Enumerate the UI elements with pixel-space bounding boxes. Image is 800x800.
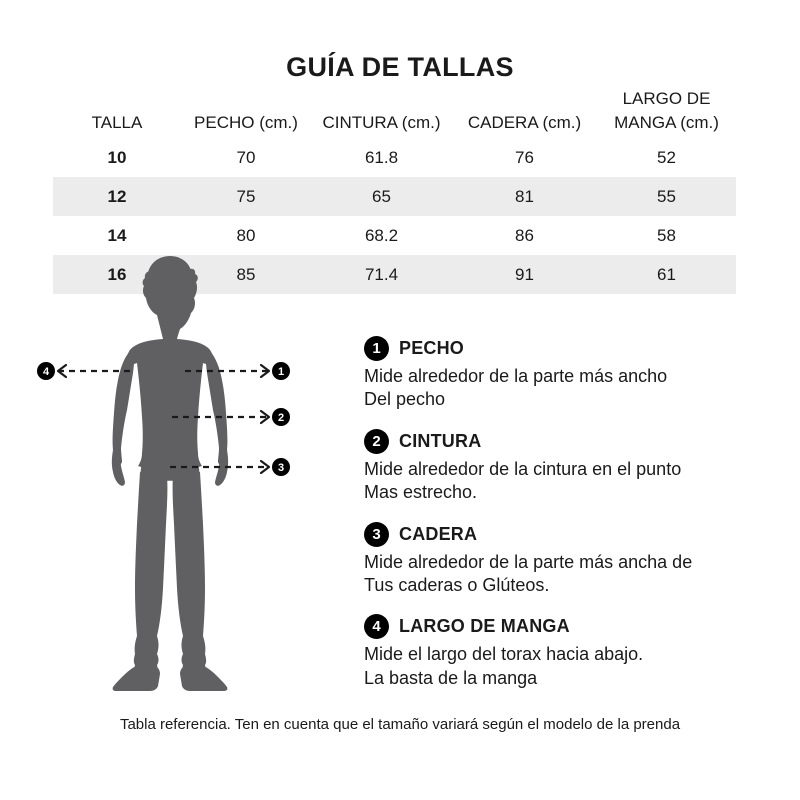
svg-text:4: 4 xyxy=(43,366,50,378)
svg-text:1: 1 xyxy=(278,366,284,378)
svg-text:3: 3 xyxy=(278,462,284,474)
svg-text:2: 2 xyxy=(278,412,284,424)
